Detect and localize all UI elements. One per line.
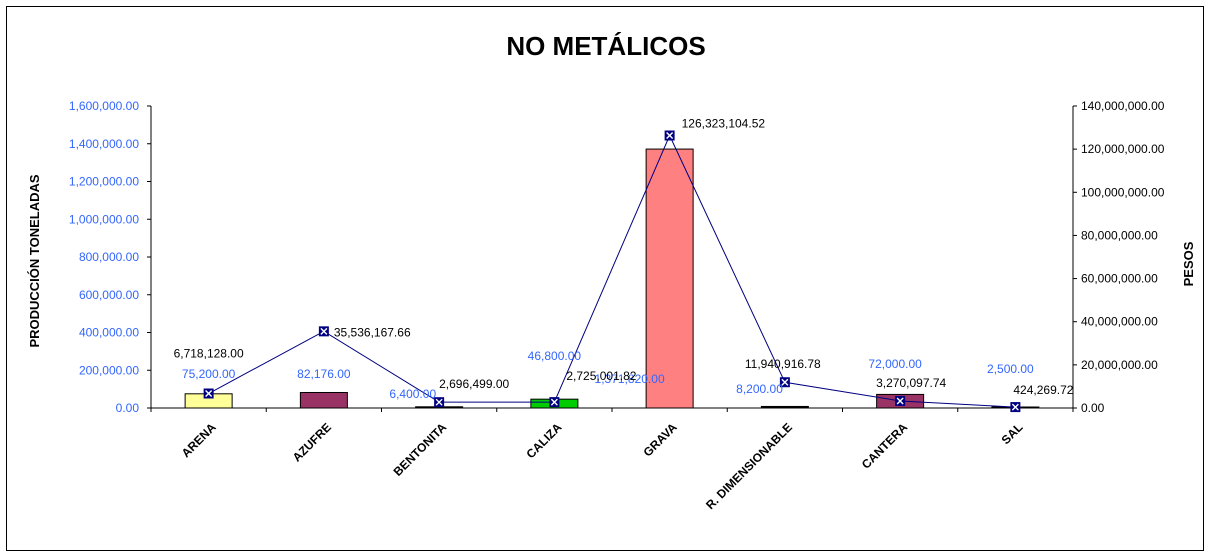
- bar-data-label: 72,000.00: [868, 357, 922, 371]
- x-category-label: AZUFRE: [290, 420, 334, 464]
- line-marker: [203, 388, 214, 399]
- bars-layer: [184, 148, 1040, 409]
- line-data-label: 11,940,916.78: [745, 357, 821, 371]
- line-data-label: 126,323,104.52: [682, 117, 766, 131]
- x-category-label: GRAVA: [640, 420, 680, 460]
- y-tick-label: 200,000.00: [79, 363, 139, 377]
- axes-layer: 0.00 200,000.00 400,000.00 600,000.00 800,00…: [69, 99, 1165, 512]
- bar-data-label: 46,800.00: [528, 349, 582, 363]
- line-marker: [664, 130, 675, 141]
- x-category-label: CANTERA: [859, 420, 911, 472]
- bar-data-label: 75,200.00: [182, 367, 236, 381]
- line-layer: [203, 130, 1021, 413]
- bar: [299, 391, 348, 409]
- y-tick-label: 1,600,000.00: [69, 99, 139, 113]
- y2-tick-label: 60,000,000.00: [1081, 272, 1158, 286]
- chart-svg: NO METÁLICOS PRODUCCIÓN TONELADAS PESOS …: [27, 31, 1196, 512]
- bar-data-label: 2,500.00: [987, 362, 1034, 376]
- chart-title: NO METÁLICOS: [506, 31, 705, 61]
- line-marker: [1010, 402, 1021, 413]
- line-data-label: 6,718,128.00: [174, 347, 244, 361]
- line-marker: [895, 395, 906, 406]
- y2-tick-label: 140,000,000.00: [1081, 99, 1165, 113]
- x-category-label: BENTONITA: [391, 420, 450, 479]
- bar-data-label: 8,200.00: [736, 382, 783, 396]
- y-tick-label: 0.00: [116, 401, 140, 415]
- line-marker: [549, 397, 560, 408]
- bar: [645, 148, 694, 409]
- y2-tick-label: 40,000,000.00: [1081, 315, 1158, 329]
- y-axis-title: PRODUCCIÓN TONELADAS: [27, 174, 42, 347]
- line-data-label: 2,725,001.82: [566, 369, 636, 383]
- line-data-label: 35,536,167.66: [334, 325, 411, 339]
- labels-layer: 75,200.00 82,176.00 6,400.00 46,800.00 1,371…: [174, 117, 1074, 401]
- x-category-label: SAL: [999, 420, 1026, 447]
- x-category-label: R. DIMENSIONABLE: [703, 420, 795, 512]
- line-marker: [318, 326, 329, 337]
- x-category-label: ARENA: [179, 420, 219, 460]
- x-category-label: CALIZA: [523, 420, 564, 461]
- bar-data-label: 82,176.00: [297, 367, 351, 381]
- line-data-label: 3,270,097.74: [876, 376, 946, 390]
- y2-tick-label: 100,000,000.00: [1081, 185, 1165, 199]
- y-tick-label: 1,400,000.00: [69, 137, 139, 151]
- line-series: [208, 134, 1016, 408]
- chart-frame: NO METÁLICOS PRODUCCIÓN TONELADAS PESOS …: [6, 6, 1204, 551]
- line-marker: [779, 377, 790, 388]
- y-tick-label: 400,000.00: [79, 326, 139, 340]
- y2-tick-label: 120,000,000.00: [1081, 142, 1165, 156]
- line-data-label: 2,696,499.00: [439, 377, 509, 391]
- y2-tick-label: 20,000,000.00: [1081, 358, 1158, 372]
- y2-tick-label: 80,000,000.00: [1081, 228, 1158, 242]
- y2-axis-title: PESOS: [1181, 241, 1196, 286]
- y-tick-label: 1,200,000.00: [69, 175, 139, 189]
- bar-data-label: 1,371,820.00: [595, 372, 665, 386]
- bar: [760, 405, 809, 409]
- bar-data-label: 6,400.00: [389, 387, 436, 401]
- y2-tick-label: 0.00: [1081, 401, 1105, 415]
- line-data-label: 424,269.72: [1013, 383, 1073, 397]
- y-tick-label: 800,000.00: [79, 250, 139, 264]
- y-tick-label: 1,000,000.00: [69, 212, 139, 226]
- line-marker: [434, 397, 445, 408]
- y-tick-label: 600,000.00: [79, 288, 139, 302]
